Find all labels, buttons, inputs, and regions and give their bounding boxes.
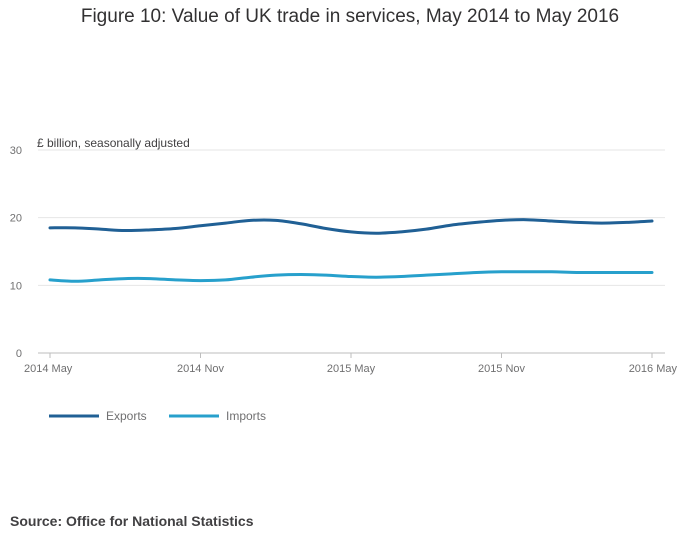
chart-title: Figure 10: Value of UK trade in services… bbox=[80, 6, 620, 27]
x-tick-label: 2014 Nov bbox=[177, 363, 225, 375]
series-lines bbox=[48, 218, 654, 283]
legend-label-imports: Imports bbox=[226, 409, 266, 423]
y-axis-ticks: 0 10 20 30 bbox=[10, 145, 22, 360]
y-tick-label-20: 20 bbox=[10, 213, 22, 225]
x-tick-label: 2016 May bbox=[629, 363, 678, 375]
y-tick-label-0: 0 bbox=[16, 348, 22, 360]
grid-lines bbox=[38, 149, 665, 354]
legend: Exports Imports bbox=[49, 409, 266, 423]
x-tick-label: 2014 May bbox=[24, 363, 73, 375]
y-tick-label-30: 30 bbox=[10, 145, 22, 157]
source-note: Source: Office for National Statistics bbox=[10, 513, 254, 529]
legend-label-exports: Exports bbox=[106, 409, 147, 423]
x-tick-label: 2015 Nov bbox=[478, 363, 526, 375]
series-line-exports bbox=[48, 218, 654, 235]
y-tick-label-10: 10 bbox=[10, 280, 22, 292]
x-tick-label: 2015 May bbox=[327, 363, 376, 375]
series-line-imports bbox=[48, 270, 654, 283]
y-axis-unit-label: £ billion, seasonally adjusted bbox=[37, 136, 190, 150]
x-axis-ticks: 2014 May 2014 Nov 2015 May 2015 Nov 2016 May bbox=[24, 353, 677, 375]
